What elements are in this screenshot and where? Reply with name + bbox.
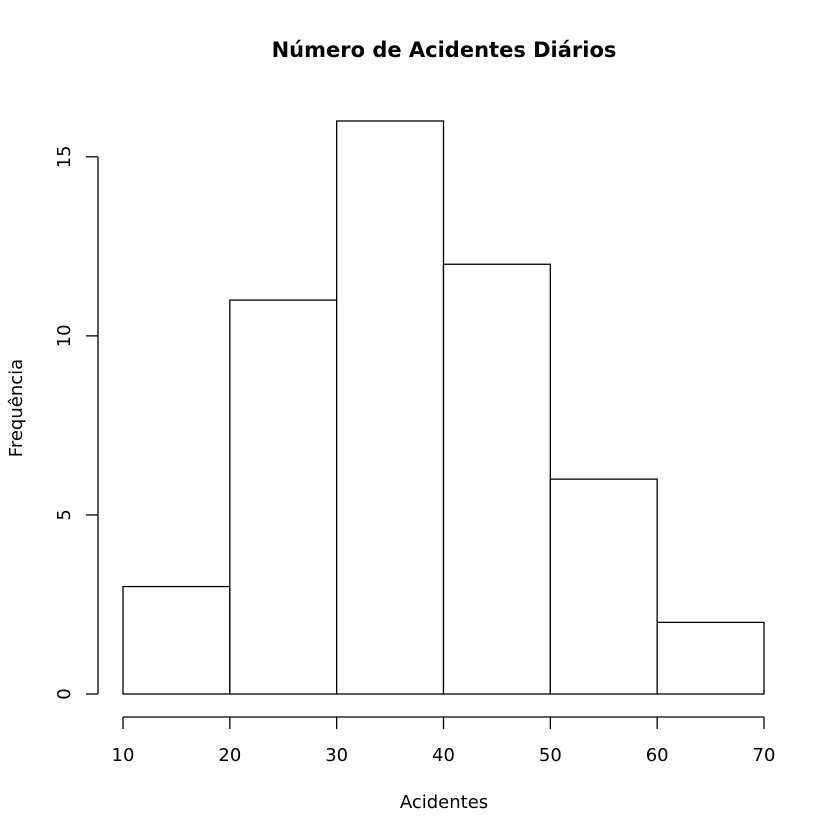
histogram-bar-10-20 (122, 585, 231, 695)
x-tick-label: 10 (112, 745, 135, 766)
y-tick-label: 0 (54, 688, 75, 699)
x-tick-label: 30 (325, 745, 348, 766)
y-tick-label: 10 (54, 324, 75, 347)
histogram-bar-40-50 (442, 263, 551, 695)
chart-title: Número de Acidentes Diários (272, 38, 617, 62)
histogram-bar-30-40 (336, 120, 445, 695)
histogram-bars (122, 120, 765, 695)
y-axis: 0 5 10 15 (54, 145, 99, 700)
histogram-bar-50-60 (549, 478, 658, 695)
x-axis-title: Acidentes (400, 792, 488, 813)
histogram-bar-20-30 (229, 299, 338, 695)
histogram-bar-60-70 (656, 621, 765, 695)
y-tick-label: 5 (54, 509, 75, 520)
x-tick-label: 20 (218, 745, 241, 766)
x-tick-label: 60 (646, 745, 669, 766)
x-tick-label: 40 (432, 745, 455, 766)
x-axis: 10 20 30 40 50 60 70 (112, 716, 776, 766)
x-tick-label: 50 (539, 745, 562, 766)
y-axis-title: Frequência (6, 359, 27, 457)
y-tick-label: 15 (54, 145, 75, 168)
x-tick-label: 70 (753, 745, 776, 766)
